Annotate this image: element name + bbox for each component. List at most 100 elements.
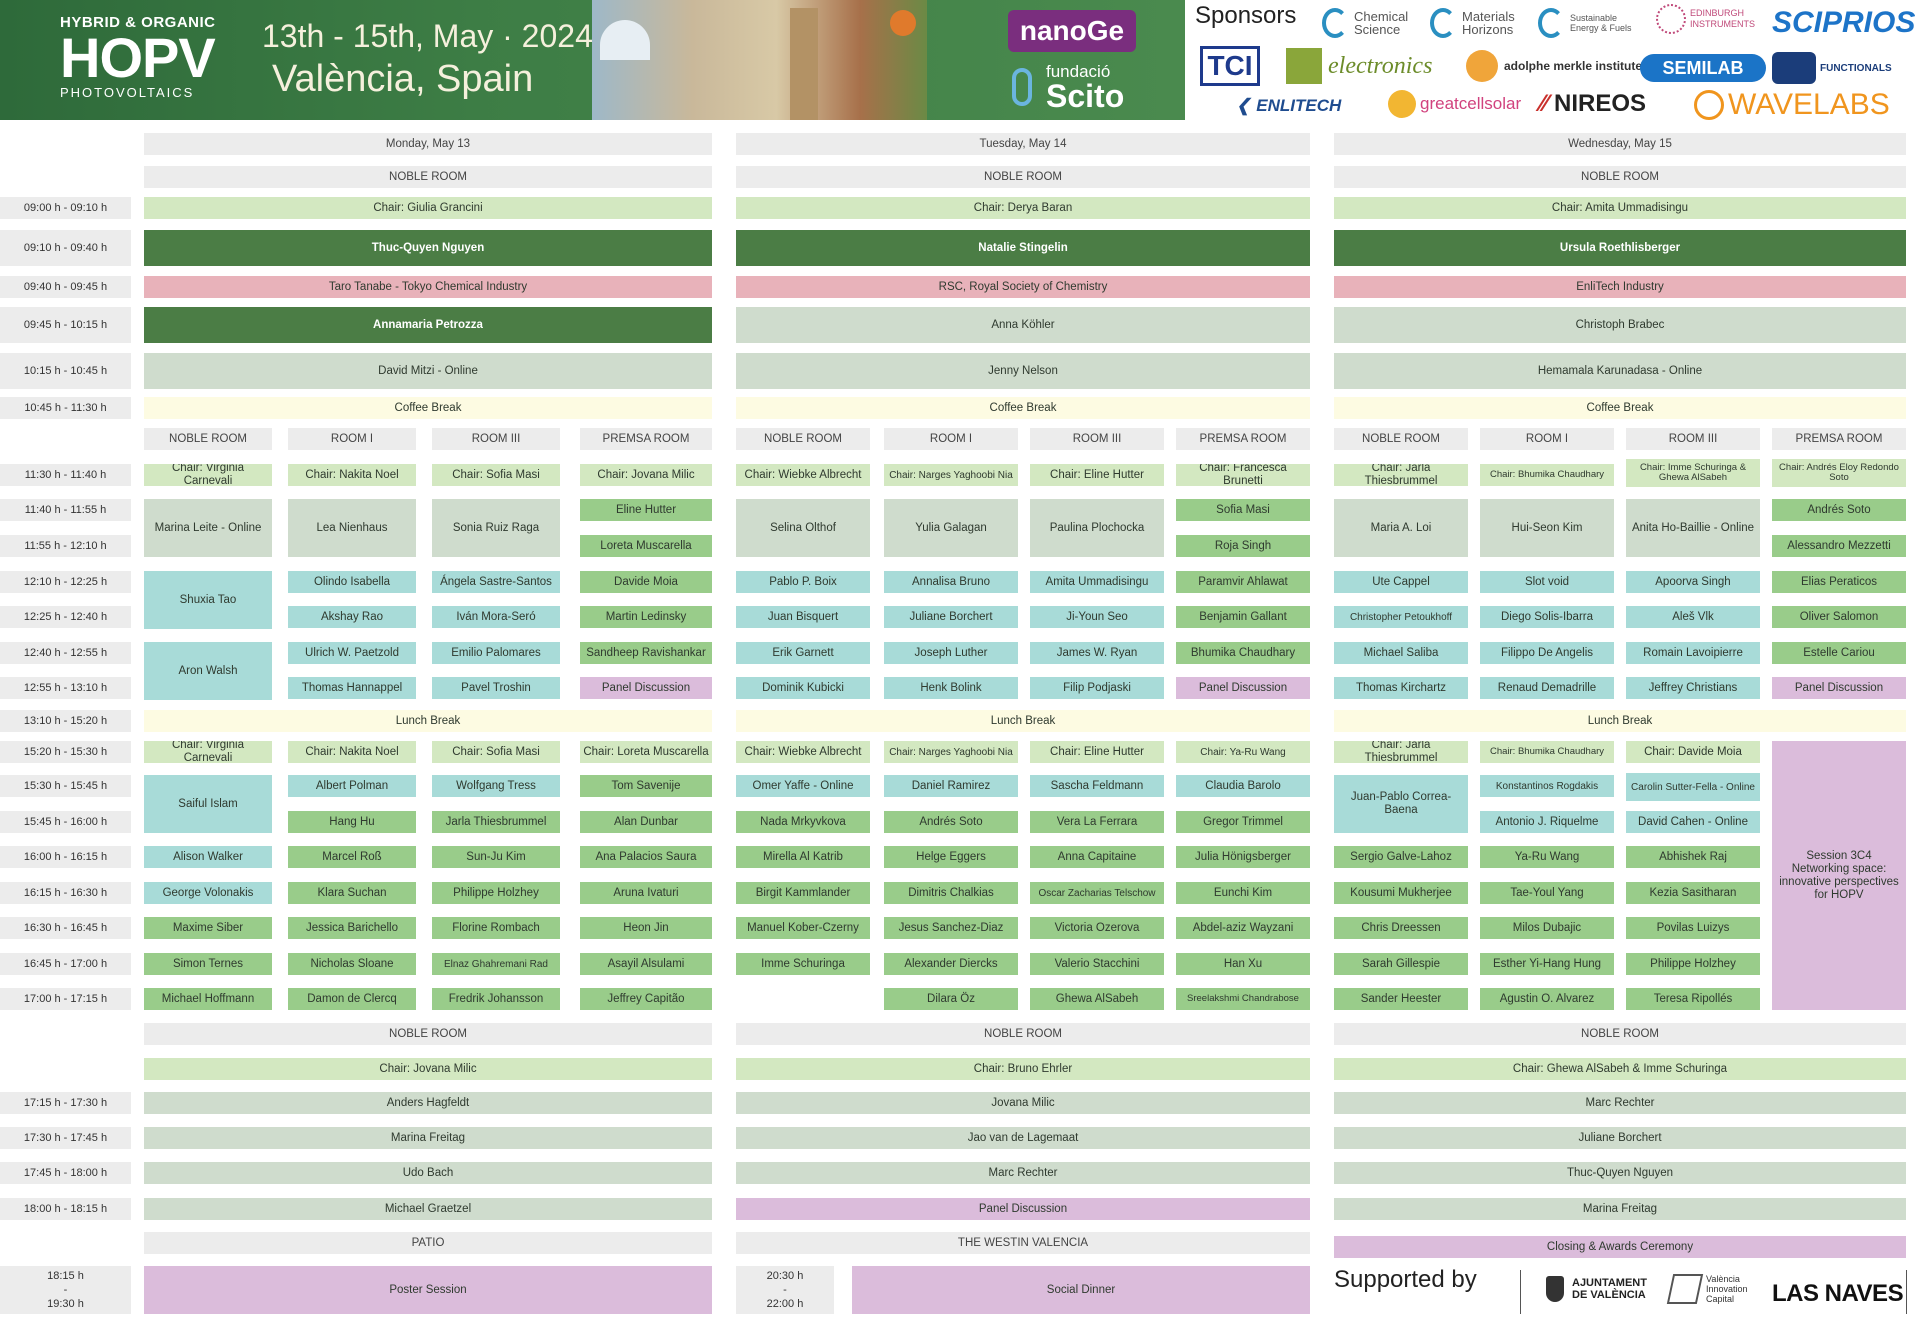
talk[interactable]: Nicholas Sloane (288, 953, 416, 975)
talk[interactable]: Jarla Thiesbrummel (432, 811, 560, 833)
talk[interactable]: Asayil Alsulami (580, 953, 712, 975)
talk[interactable]: Simon Ternes (144, 953, 272, 975)
talk[interactable]: Milos Dubajic (1480, 917, 1614, 939)
talk[interactable]: Carolin Sutter-Fella - Online (1626, 773, 1760, 801)
talk[interactable]: Eline Hutter (580, 499, 712, 521)
talk[interactable]: Antonio J. Riquelme (1480, 811, 1614, 833)
talk[interactable]: Aruna Ivaturi (580, 882, 712, 904)
talk[interactable]: Henk Bolink (884, 677, 1018, 699)
talk[interactable]: Selina Olthof (736, 499, 870, 557)
talk[interactable]: Philippe Holzhey (1626, 953, 1760, 975)
talk[interactable]: Sofia Masi (1176, 499, 1310, 521)
talk[interactable]: Udo Bach (144, 1162, 712, 1184)
networking-session[interactable]: Session 3C4 Networking space: innovative… (1772, 741, 1906, 1010)
talk[interactable]: Victoria Ozerova (1030, 917, 1164, 939)
talk[interactable]: George Volonakis (144, 882, 272, 904)
talk[interactable]: Imme Schuringa (736, 953, 870, 975)
talk[interactable]: Albert Polman (288, 775, 416, 797)
talk[interactable]: Ulrich W. Paetzold (288, 642, 416, 664)
talk[interactable]: Sander Heester (1334, 988, 1468, 1010)
talk[interactable]: Aleš Vlk (1626, 606, 1760, 628)
closing-ceremony[interactable]: Closing & Awards Ceremony (1334, 1236, 1906, 1258)
talk[interactable]: Alison Walker (144, 846, 272, 868)
talk[interactable]: Akshay Rao (288, 606, 416, 628)
talk[interactable]: Diego Solis-Ibarra (1480, 606, 1614, 628)
talk[interactable]: Heon Jin (580, 917, 712, 939)
talk[interactable]: Bhumika Chaudhary (1176, 642, 1310, 664)
talk[interactable]: Abdel-aziz Wayzani (1176, 917, 1310, 939)
talk[interactable]: Sandheep Ravishankar (580, 642, 712, 664)
talk[interactable]: Juan Bisquert (736, 606, 870, 628)
panel-discussion[interactable]: Panel Discussion (580, 677, 712, 699)
talk[interactable]: Helge Eggers (884, 846, 1018, 868)
talk[interactable]: Julia Hönigsberger (1176, 846, 1310, 868)
talk[interactable]: Konstantinos Rogdakis (1480, 775, 1614, 797)
talk[interactable]: Davide Moia (580, 571, 712, 593)
talk[interactable]: Anna Capitaine (1030, 846, 1164, 868)
talk[interactable]: Sarah Gillespie (1334, 953, 1468, 975)
talk[interactable]: Dominik Kubicki (736, 677, 870, 699)
talk[interactable]: Paramvir Ahlawat (1176, 571, 1310, 593)
talk[interactable]: Agustin O. Alvarez (1480, 988, 1614, 1010)
talk[interactable]: Kezia Sasitharan (1626, 882, 1760, 904)
talk[interactable]: Emilio Palomares (432, 642, 560, 664)
talk[interactable]: Anna Köhler (736, 307, 1310, 343)
talk[interactable]: David Cahen - Online (1626, 811, 1760, 833)
talk[interactable]: Sonia Ruiz Raga (432, 499, 560, 557)
talk[interactable]: Daniel Ramirez (884, 775, 1018, 797)
talk[interactable]: Martin Ledinsky (580, 606, 712, 628)
talk[interactable]: Jao van de Lagemaat (736, 1127, 1310, 1149)
keynote-talk[interactable]: Thuc-Quyen Nguyen (144, 230, 712, 266)
keynote-talk[interactable]: Annamaria Petrozza (144, 307, 712, 343)
talk[interactable]: Juan-Pablo Correa-Baena (1334, 775, 1468, 833)
talk[interactable]: Pablo P. Boix (736, 571, 870, 593)
talk[interactable]: Ya-Ru Wang (1480, 846, 1614, 868)
talk[interactable]: Hui-Seon Kim (1480, 499, 1614, 557)
talk[interactable]: Povilas Luizys (1626, 917, 1760, 939)
talk[interactable]: Maxime Siber (144, 917, 272, 939)
talk[interactable]: Paulina Plochocka (1030, 499, 1164, 557)
talk[interactable]: Amita Ummadisingu (1030, 571, 1164, 593)
talk[interactable]: Roja Singh (1176, 535, 1310, 557)
talk[interactable]: Marina Freitag (1334, 1198, 1906, 1220)
talk[interactable]: Juliane Borchert (1334, 1127, 1906, 1149)
talk[interactable]: Kousumi Mukherjee (1334, 882, 1468, 904)
talk[interactable]: Sascha Feldmann (1030, 775, 1164, 797)
talk[interactable]: Teresa Ripollés (1626, 988, 1760, 1010)
talk[interactable]: Sun-Ju Kim (432, 846, 560, 868)
keynote-talk[interactable]: Natalie Stingelin (736, 230, 1310, 266)
talk[interactable]: Olindo Isabella (288, 571, 416, 593)
talk[interactable]: Christopher Petoukhoff (1334, 606, 1468, 628)
talk[interactable]: Michael Graetzel (144, 1198, 712, 1220)
talk[interactable]: Michael Saliba (1334, 642, 1468, 664)
talk[interactable]: David Mitzi - Online (144, 353, 712, 389)
talk[interactable]: Nada Mrkyvkova (736, 811, 870, 833)
talk[interactable]: Filippo De Angelis (1480, 642, 1614, 664)
talk[interactable]: Elias Peraticos (1772, 571, 1906, 593)
talk[interactable]: Michael Hoffmann (144, 988, 272, 1010)
talk[interactable]: Marina Freitag (144, 1127, 712, 1149)
talk[interactable]: Valerio Stacchini (1030, 953, 1164, 975)
talk[interactable]: Ghewa AlSabeh (1030, 988, 1164, 1010)
talk[interactable]: Loreta Muscarella (580, 535, 712, 557)
talk[interactable]: Claudia Barolo (1176, 775, 1310, 797)
talk[interactable]: Dilara Öz (884, 988, 1018, 1010)
talk[interactable]: Thomas Kirchartz (1334, 677, 1468, 699)
talk[interactable]: Lea Nienhaus (288, 499, 416, 557)
keynote-talk[interactable]: Ursula Roethlisberger (1334, 230, 1906, 266)
talk[interactable]: Alan Dunbar (580, 811, 712, 833)
talk[interactable]: Esther Yi-Hang Hung (1480, 953, 1614, 975)
talk[interactable]: Thomas Hannappel (288, 677, 416, 699)
talk[interactable]: Tae-Youl Yang (1480, 882, 1614, 904)
talk[interactable]: James W. Ryan (1030, 642, 1164, 664)
talk[interactable]: Oliver Salomon (1772, 606, 1906, 628)
talk[interactable]: Jesus Sanchez-Diaz (884, 917, 1018, 939)
talk[interactable]: Joseph Luther (884, 642, 1018, 664)
talk[interactable]: Romain Lavoipierre (1626, 642, 1760, 664)
talk[interactable]: Sreelakshmi Chandrabose (1176, 988, 1310, 1010)
talk[interactable]: Han Xu (1176, 953, 1310, 975)
talk[interactable]: Florine Rombach (432, 917, 560, 939)
industry-talk[interactable]: Taro Tanabe - Tokyo Chemical Industry (144, 276, 712, 298)
talk[interactable]: Iván Mora-Seró (432, 606, 560, 628)
talk[interactable]: Elnaz Ghahremani Rad (432, 953, 560, 975)
